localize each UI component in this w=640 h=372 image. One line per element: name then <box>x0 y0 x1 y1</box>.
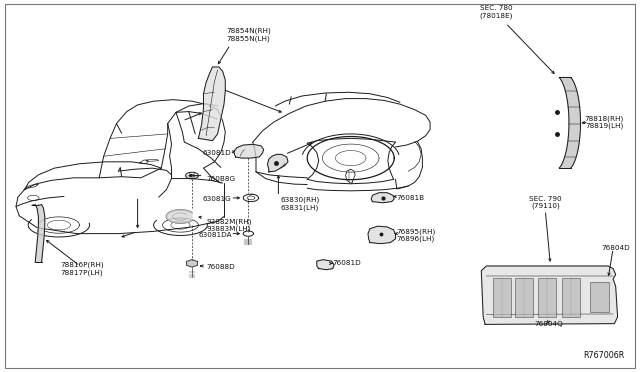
Polygon shape <box>198 67 225 141</box>
Text: 76804Q: 76804Q <box>535 321 563 327</box>
Text: 76081D: 76081D <box>333 260 362 266</box>
Text: 78818(RH)
78819(LH): 78818(RH) 78819(LH) <box>585 115 624 129</box>
Bar <box>515 278 533 317</box>
Polygon shape <box>268 154 288 172</box>
Text: 76081B: 76081B <box>397 195 425 201</box>
Polygon shape <box>234 144 264 158</box>
Polygon shape <box>371 193 394 203</box>
Text: R767006R: R767006R <box>583 351 624 360</box>
Text: 76088D: 76088D <box>206 264 235 270</box>
Text: 78816P(RH)
78817P(LH): 78816P(RH) 78817P(LH) <box>61 262 104 276</box>
Polygon shape <box>481 266 618 324</box>
Bar <box>538 278 556 317</box>
Bar <box>590 282 609 312</box>
Polygon shape <box>166 210 192 223</box>
Text: 63081G: 63081G <box>203 196 232 202</box>
Text: 78854N(RH)
78855N(LH): 78854N(RH) 78855N(LH) <box>226 28 271 42</box>
Text: 93882M(RH)
93883M(LH): 93882M(RH) 93883M(LH) <box>206 218 252 232</box>
Text: SEC. 790
(79110): SEC. 790 (79110) <box>529 196 561 209</box>
Text: 76895(RH)
76896(LH): 76895(RH) 76896(LH) <box>397 228 436 242</box>
Bar <box>493 278 511 317</box>
Text: 76804D: 76804D <box>602 246 630 251</box>
Text: 63830(RH)
63831(LH): 63830(RH) 63831(LH) <box>280 197 319 211</box>
Text: SEC. 780
(78018E): SEC. 780 (78018E) <box>479 5 513 19</box>
Text: 63081DA: 63081DA <box>198 232 232 238</box>
Polygon shape <box>559 77 580 168</box>
Text: 63081D: 63081D <box>203 150 232 155</box>
Polygon shape <box>368 226 396 244</box>
Polygon shape <box>32 205 45 262</box>
Polygon shape <box>186 260 198 267</box>
Polygon shape <box>317 260 334 270</box>
Text: 760B8G: 760B8G <box>206 176 236 182</box>
Bar <box>562 278 580 317</box>
